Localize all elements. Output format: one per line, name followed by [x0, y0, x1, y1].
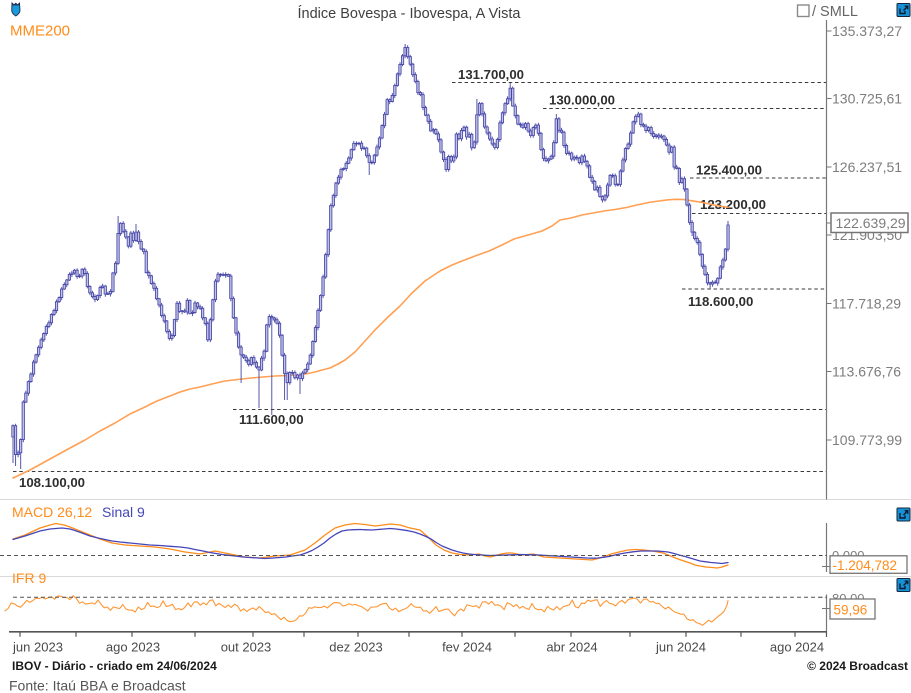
svg-text:109.773,99: 109.773,99	[832, 432, 902, 448]
svg-text:111.600,00: 111.600,00	[239, 412, 304, 427]
svg-text:IFR 9: IFR 9	[12, 570, 46, 586]
svg-text:dez 2023: dez 2023	[329, 640, 383, 655]
svg-text:-1.204,782: -1.204,782	[833, 558, 898, 573]
svg-text:125.400,00: 125.400,00	[696, 163, 762, 178]
svg-text:59,96: 59,96	[834, 603, 868, 618]
svg-text:IBOV - Diário - criado em 24/0: IBOV - Diário - criado em 24/06/2024	[12, 659, 217, 673]
svg-text:126.237,51: 126.237,51	[832, 159, 902, 175]
svg-text:ago 2024: ago 2024	[770, 640, 824, 655]
svg-text:out 2023: out 2023	[221, 640, 272, 655]
svg-text:Fonte: Itaú BBA e Broadcast: Fonte: Itaú BBA e Broadcast	[9, 678, 186, 693]
svg-text:MACD 26,12: MACD 26,12	[12, 504, 92, 520]
svg-text:abr 2024: abr 2024	[546, 640, 597, 655]
svg-text:122.639,29: 122.639,29	[836, 215, 906, 231]
svg-text:Sinal 9: Sinal 9	[102, 504, 145, 520]
svg-text:108.100,00: 108.100,00	[19, 475, 85, 490]
svg-text:118.600,00: 118.600,00	[688, 294, 753, 309]
svg-text:MME200: MME200	[10, 23, 70, 40]
svg-text:jun 2023: jun 2023	[12, 640, 63, 655]
svg-text:jun 2024: jun 2024	[655, 640, 706, 655]
svg-text:Índice Bovespa - Ibovespa, A V: Índice Bovespa - Ibovespa, A Vista	[297, 5, 521, 22]
svg-text:fev 2024: fev 2024	[442, 640, 492, 655]
svg-text:© 2024 Broadcast: © 2024 Broadcast	[807, 659, 908, 673]
svg-text:ago 2023: ago 2023	[106, 640, 160, 655]
svg-text:/ SMLL: / SMLL	[812, 4, 858, 20]
svg-text:130.725,61: 130.725,61	[832, 91, 902, 107]
svg-text:135.373,27: 135.373,27	[832, 23, 902, 39]
svg-text:123.200,00: 123.200,00	[700, 197, 766, 212]
svg-text:131.700,00: 131.700,00	[458, 67, 524, 82]
svg-text:130.000,00: 130.000,00	[549, 93, 615, 108]
svg-text:117.718,29: 117.718,29	[832, 296, 901, 312]
svg-text:113.676,76: 113.676,76	[832, 364, 901, 380]
